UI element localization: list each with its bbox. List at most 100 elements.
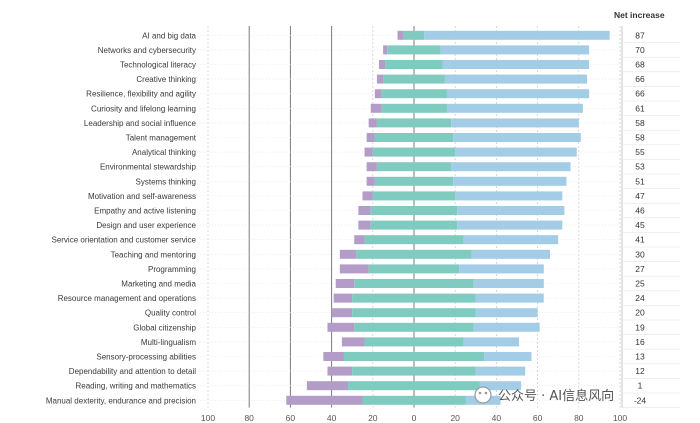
bar-decreasing xyxy=(366,133,375,142)
bar-decreasing xyxy=(366,176,375,186)
net-increase-value: 61 xyxy=(635,103,645,113)
bars xyxy=(286,30,610,405)
x-tick-label: 20 xyxy=(450,413,460,423)
net-increase-value: 12 xyxy=(635,366,645,376)
bar-stable xyxy=(385,60,443,69)
bar-increasing xyxy=(440,45,590,55)
watermark-text: 公众号 · AI信息风向 xyxy=(498,388,614,404)
bar-decreasing xyxy=(339,264,369,274)
bar-increasing xyxy=(459,264,544,274)
bar-stable xyxy=(372,147,456,157)
category-label: Service orientation and customer service xyxy=(51,236,196,245)
x-tick-label: 100 xyxy=(201,413,215,423)
bar-decreasing xyxy=(397,30,404,40)
x-tick-label: 0 xyxy=(412,413,417,423)
bar-decreasing xyxy=(331,308,353,318)
bar-stable xyxy=(352,308,476,318)
net-increase-column: 87 70 68 66 66 61 58 58 55 53 51 47 46 45 41 30 27 25 24 20… xyxy=(621,26,680,408)
bar-stable xyxy=(370,206,458,215)
bar-stable xyxy=(343,352,485,361)
x-tick-label: 80 xyxy=(244,413,254,423)
net-increase-value: 13 xyxy=(635,352,645,362)
net-increase-value: 66 xyxy=(635,89,645,99)
bar-decreasing xyxy=(378,60,386,69)
bar-decreasing xyxy=(335,279,355,288)
category-label: Networks and cybersecurity xyxy=(98,46,196,55)
net-increase-value: 46 xyxy=(635,206,645,216)
category-label: Creative thinking xyxy=(136,75,196,84)
category-label: Manual dexterity, endurance and precisio… xyxy=(46,396,196,405)
bar-stable xyxy=(383,74,445,84)
bar-increasing xyxy=(473,322,540,332)
net-increase-value: 27 xyxy=(635,264,645,274)
net-increase-value: 30 xyxy=(635,249,645,259)
x-tick-label: 40 xyxy=(327,413,337,423)
bar-stable xyxy=(403,30,425,40)
bar-increasing xyxy=(442,60,590,69)
bar-increasing xyxy=(475,366,526,376)
bar-increasing xyxy=(455,191,563,201)
net-increase-value: 53 xyxy=(635,162,645,172)
category-label: Curiosity and lifelong learning xyxy=(91,104,196,113)
bar-decreasing xyxy=(333,293,353,303)
bar-increasing xyxy=(463,337,520,347)
net-increase-value: 58 xyxy=(635,133,645,143)
category-label: Design and user experience xyxy=(96,221,196,230)
net-increase-value: 19 xyxy=(635,322,645,332)
net-increase-header: Net increase xyxy=(614,10,665,20)
bar-increasing xyxy=(471,249,550,259)
net-increase-value: 25 xyxy=(635,279,645,289)
x-tick-label: 40 xyxy=(492,413,502,423)
bar-increasing xyxy=(444,74,588,84)
category-label: Systems thinking xyxy=(136,177,196,186)
net-increase-value: 16 xyxy=(635,337,645,347)
bar-increasing xyxy=(479,381,522,391)
category-label: Dependability and attention to detail xyxy=(69,367,196,376)
bar-stable xyxy=(364,235,464,245)
bar-decreasing xyxy=(383,45,388,55)
x-tick-label: 60 xyxy=(533,413,543,423)
net-increase-value: 51 xyxy=(635,176,645,186)
bar-decreasing xyxy=(374,89,382,99)
bar-stable xyxy=(376,118,452,128)
bar-stable xyxy=(387,45,441,55)
wechat-icon xyxy=(474,386,492,404)
bar-increasing xyxy=(453,133,581,142)
watermark: 公众号 · AI信息风向 xyxy=(474,386,614,404)
bar-stable xyxy=(370,220,458,230)
category-label: Analytical thinking xyxy=(132,148,196,157)
net-increase-value: -24 xyxy=(634,395,647,405)
category-label: Technological literacy xyxy=(120,61,196,70)
bar-decreasing xyxy=(358,206,371,215)
category-label: Leadership and social influence xyxy=(84,119,197,128)
bar-stable xyxy=(381,103,447,113)
bar-stable xyxy=(374,176,454,186)
bar-increasing xyxy=(473,279,544,288)
bar-decreasing xyxy=(366,162,377,172)
bar-decreasing xyxy=(323,352,344,361)
bar-stable xyxy=(374,133,454,142)
bar-increasing xyxy=(424,30,610,40)
bar-decreasing xyxy=(339,249,357,259)
bar-stable xyxy=(368,264,460,274)
bar-increasing xyxy=(463,235,559,245)
bar-decreasing xyxy=(370,103,382,113)
x-tick-label: 80 xyxy=(574,413,584,423)
category-label: Teaching and mentoring xyxy=(111,250,196,259)
bar-decreasing xyxy=(286,395,363,405)
bar-decreasing xyxy=(358,220,371,230)
category-label: Resilience, flexibility and agility xyxy=(86,90,196,99)
x-tick-label: 20 xyxy=(368,413,378,423)
category-label: Resource management and operations xyxy=(58,294,196,303)
bar-increasing xyxy=(446,103,583,113)
bar-decreasing xyxy=(362,191,373,201)
net-increase-value: 55 xyxy=(635,147,645,157)
net-increase-value: 87 xyxy=(635,30,645,40)
bar-stable xyxy=(352,366,476,376)
bar-stable xyxy=(376,162,452,172)
bar-decreasing xyxy=(327,366,353,376)
bar-increasing xyxy=(475,308,538,318)
bar-increasing xyxy=(446,89,590,99)
bar-stable xyxy=(372,191,456,201)
bar-increasing xyxy=(453,176,567,186)
